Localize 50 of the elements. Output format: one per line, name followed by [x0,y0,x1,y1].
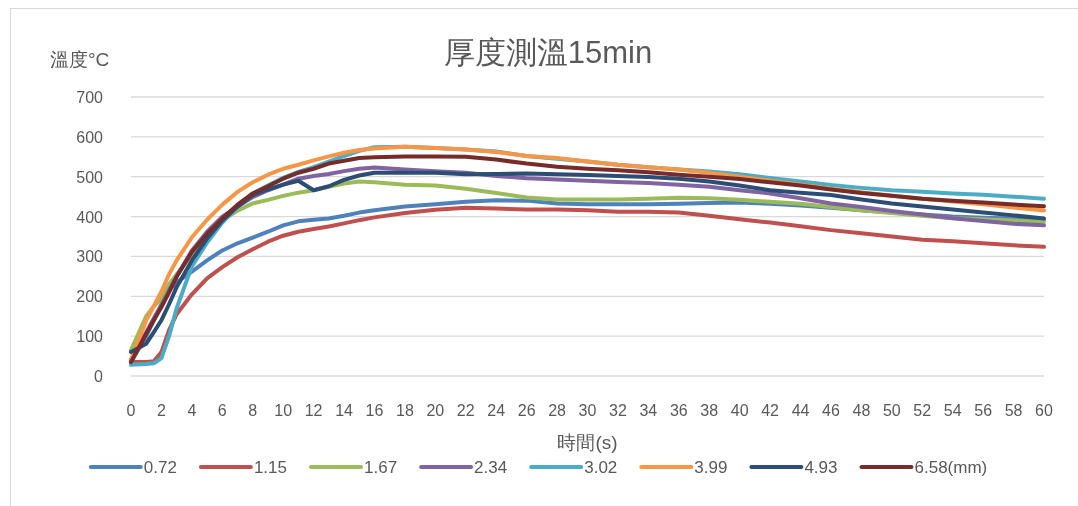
x-tick-label: 26 [517,402,536,419]
x-tick-label: 42 [761,402,779,419]
x-tick-label: 54 [943,402,962,419]
x-tick-label: 12 [304,402,323,419]
x-tick-label: 20 [426,402,445,419]
x-tick-label: 34 [639,402,658,419]
x-tick-label: 58 [1004,402,1023,419]
y-tick-label: 600 [76,128,103,146]
x-tick-label: 46 [822,402,840,419]
y-tick-label: 400 [76,208,103,226]
x-tick-label: 40 [730,402,749,419]
legend-label: 0.72 [143,458,177,477]
x-tick-label: 14 [335,402,353,419]
x-tick-label: 4 [187,402,197,419]
x-tick-label: 44 [791,402,810,419]
x-tick-label: 22 [456,402,475,419]
y-tick-label: 700 [76,89,103,106]
x-tick-label: 50 [882,402,901,419]
x-tick-label: 0 [126,402,136,419]
legend-label: 1.67 [364,458,398,477]
y-tick-label: 200 [76,288,103,306]
x-axis-title: 時間(s) [557,432,618,453]
legend-label: 4.93 [804,458,838,477]
x-tick-label: 8 [248,402,258,419]
x-tick-label: 56 [974,402,993,419]
legend-label: 6.58(mm) [914,458,988,477]
x-tick-label: 18 [396,402,414,419]
x-tick-label: 38 [700,402,719,419]
y-tick-label: 300 [76,248,103,266]
legend-label: 1.15 [253,458,287,477]
legend-label: 3.02 [584,458,618,477]
x-tick-label: 16 [365,402,384,419]
y-tick-label: 0 [94,368,103,385]
legend-label: 2.34 [474,458,508,477]
x-tick-label: 52 [913,402,932,419]
y-axis-title: 溫度°C [50,49,110,70]
x-tick-label: 48 [852,402,871,419]
x-tick-label: 24 [487,402,506,419]
x-tick-label: 10 [274,402,293,419]
title: 厚度測溫15min [443,35,653,70]
x-tick-label: 32 [609,402,627,419]
x-tick-label: 2 [157,402,166,419]
x-tick-label: 6 [217,402,227,419]
y-tick-label: 100 [76,328,103,346]
legend-label: 3.99 [694,458,728,477]
y-tick-label: 500 [76,168,103,186]
x-tick-label: 60 [1035,402,1053,419]
x-tick-label: 28 [548,402,566,419]
x-tick-label: 30 [578,402,597,419]
x-tick-label: 36 [669,402,688,419]
